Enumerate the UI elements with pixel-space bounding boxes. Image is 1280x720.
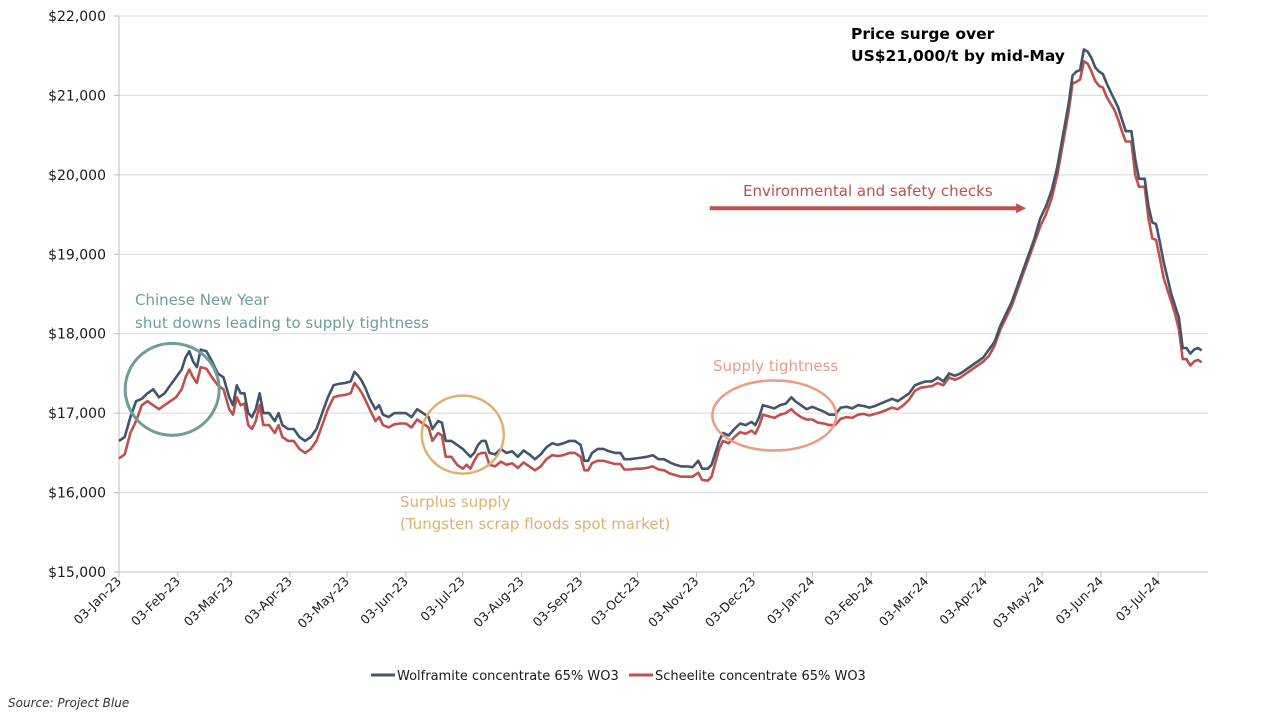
cny-annotation-line-1: Chinese New Year xyxy=(135,291,270,309)
x-tick-label: 03-Feb-24 xyxy=(821,573,876,628)
legend-label-wolframite: Wolframite concentrate 65% WO3 xyxy=(397,669,619,684)
surplus-annotation-line-2: (Tungsten scrap floods spot market) xyxy=(400,515,670,533)
y-tick-label: $16,000 xyxy=(48,486,106,502)
source-note: Source: Project Blue xyxy=(8,696,130,710)
x-tick-label: 03-Jan-24 xyxy=(764,573,818,627)
y-tick-label: $21,000 xyxy=(48,88,106,104)
series-line-wolframite xyxy=(118,48,1203,470)
x-tick-label: 03-Jul-23 xyxy=(417,574,468,625)
x-tick-label: 03-Feb-23 xyxy=(128,574,183,629)
series-lines xyxy=(118,48,1203,482)
x-tick-label: 03-Jan-23 xyxy=(71,574,125,628)
tightness-circle xyxy=(711,379,838,452)
x-tick-label: 03-Sep-23 xyxy=(530,574,586,630)
x-tick-label: 03-Jul-24 xyxy=(1112,573,1163,624)
x-tick-label: 03-Dec-23 xyxy=(702,574,759,631)
x-tick-label: 03-Mar-24 xyxy=(876,573,932,629)
x-tick-label: 03-Jun-23 xyxy=(357,574,411,628)
tightness-annotation: Supply tightness xyxy=(713,357,838,375)
cny-circle xyxy=(123,341,221,437)
y-tick-label: $22,000 xyxy=(48,9,106,25)
surplus-circle xyxy=(420,394,506,475)
env-arrow-head xyxy=(1016,203,1027,214)
surge-annotation-line-2: US$21,000/t by mid-May xyxy=(851,47,1065,65)
cny-annotation-line-2: shut downs leading to supply tightness xyxy=(135,314,429,332)
y-tick-label: $20,000 xyxy=(48,168,106,184)
x-tick-label: 03-May-24 xyxy=(990,573,1048,631)
x-tick-label: 03-Apr-23 xyxy=(241,574,295,628)
y-axis: $15,000 $16,000 $17,000 $18,000 $19,000 $20,0… xyxy=(48,9,120,581)
legend: Wolframite concentrate 65% WO3 Scheelite… xyxy=(371,669,866,684)
y-tick-label: $17,000 xyxy=(48,406,106,422)
x-tick-label: 03-Aug-23 xyxy=(470,574,527,631)
annotations: Chinese New Year shut downs leading to s… xyxy=(123,25,1065,533)
gridlines xyxy=(119,15,1208,494)
x-tick-label: 03-Nov-23 xyxy=(645,574,702,631)
y-tick-label: $19,000 xyxy=(48,247,106,263)
x-tick-label: 03-Mar-23 xyxy=(181,574,237,630)
surge-annotation-line-1: Price surge over xyxy=(851,25,995,43)
x-tick-label: 03-Apr-24 xyxy=(936,573,990,627)
surplus-annotation-line-1: Surplus supply xyxy=(400,493,511,511)
y-tick-label: $15,000 xyxy=(48,565,106,581)
series-line-scheelite xyxy=(118,60,1203,482)
x-tick-label: 03-Oct-23 xyxy=(588,574,643,629)
legend-label-scheelite: Scheelite concentrate 65% WO3 xyxy=(655,669,866,684)
x-tick-label: 03-May-23 xyxy=(294,574,352,632)
env-annotation: Environmental and safety checks xyxy=(743,182,993,200)
y-tick-label: $18,000 xyxy=(48,327,106,343)
env-arrow xyxy=(709,203,1027,214)
x-tick-label: 03-Jun-24 xyxy=(1052,573,1106,627)
